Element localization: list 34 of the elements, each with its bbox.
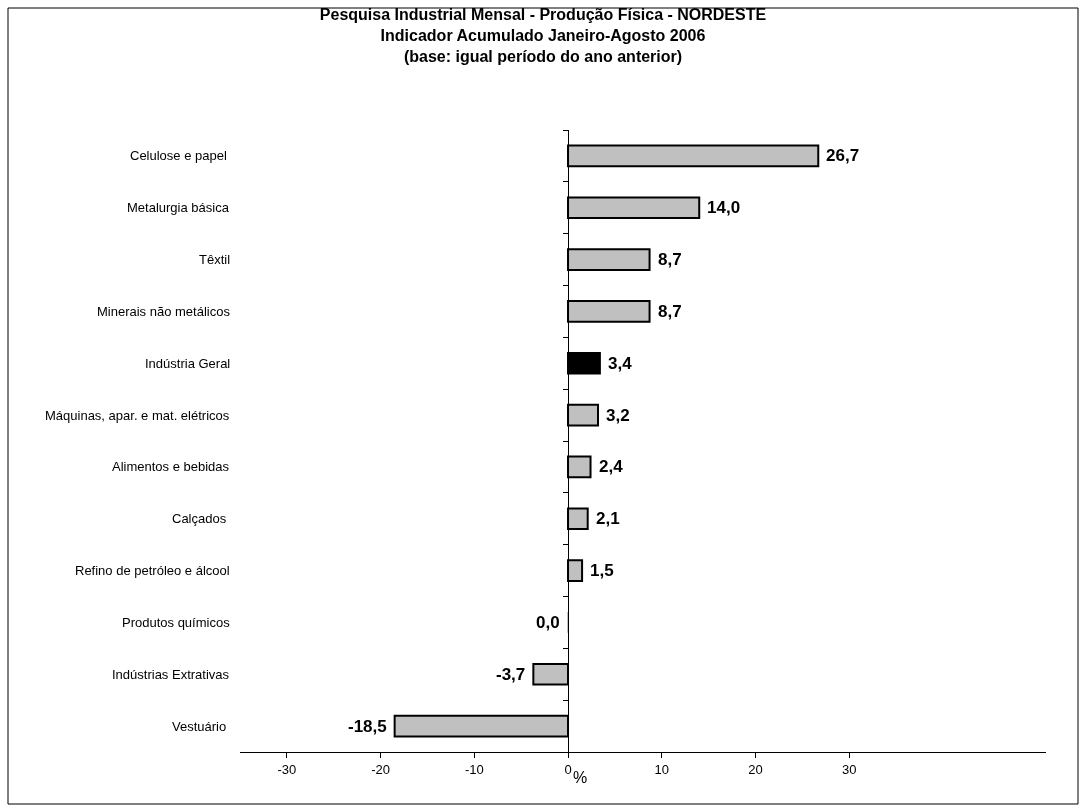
- x-tick-label: 10: [654, 761, 669, 777]
- data-label: 8,7: [658, 302, 682, 321]
- x-tick-label: -30: [277, 761, 297, 777]
- data-label: 14,0: [707, 198, 741, 217]
- x-tick-label: 20: [748, 761, 763, 777]
- y-tick-label: Celulose e papel: [130, 148, 231, 163]
- y-tick-label: Máquinas, apar. e mat. elétricos: [45, 408, 230, 423]
- y-tick-label: Metalurgia básica: [127, 200, 230, 215]
- y-tick-label: Alimentos e bebidas: [112, 459, 230, 474]
- data-label: 1,5: [590, 561, 614, 580]
- x-axis-title: %: [573, 769, 588, 786]
- chart-title: Pesquisa Industrial Mensal - Produção Física - NORDESTE: [319, 6, 767, 24]
- data-label: 2,1: [596, 509, 620, 528]
- y-tick-label: Vestuário: [172, 719, 230, 734]
- data-label: 2,4: [599, 457, 624, 476]
- data-label: -18,5: [348, 717, 387, 736]
- data-label: 3,2: [606, 406, 630, 425]
- y-tick-label: Têxtil: [199, 252, 231, 267]
- y-tick-label: Indústria Geral: [145, 356, 231, 371]
- data-label: 26,7: [826, 146, 860, 165]
- y-tick-label: Minerais não metálicos: [97, 304, 231, 319]
- y-tick-label: Produtos químicos: [122, 615, 231, 630]
- x-tick-label: -10: [464, 761, 484, 777]
- y-tick-label: Refino de petróleo e álcool: [75, 563, 230, 578]
- chart-subtitle: Indicador Acumulado Janeiro-Agosto 2006 (base: igual período do ano anterior): [380, 27, 706, 65]
- data-label: 3,4: [608, 354, 633, 373]
- y-tick-label: Indústrias Extrativas: [112, 667, 230, 682]
- data-label: 0,0: [536, 613, 560, 632]
- x-tick-label: 30: [841, 761, 857, 777]
- x-tick-label: 0: [564, 761, 572, 777]
- data-label: -3,7: [496, 665, 526, 684]
- x-tick-label: -20: [371, 761, 390, 777]
- data-label: 8,7: [658, 250, 682, 269]
- y-tick-label: Calçados: [172, 511, 230, 526]
